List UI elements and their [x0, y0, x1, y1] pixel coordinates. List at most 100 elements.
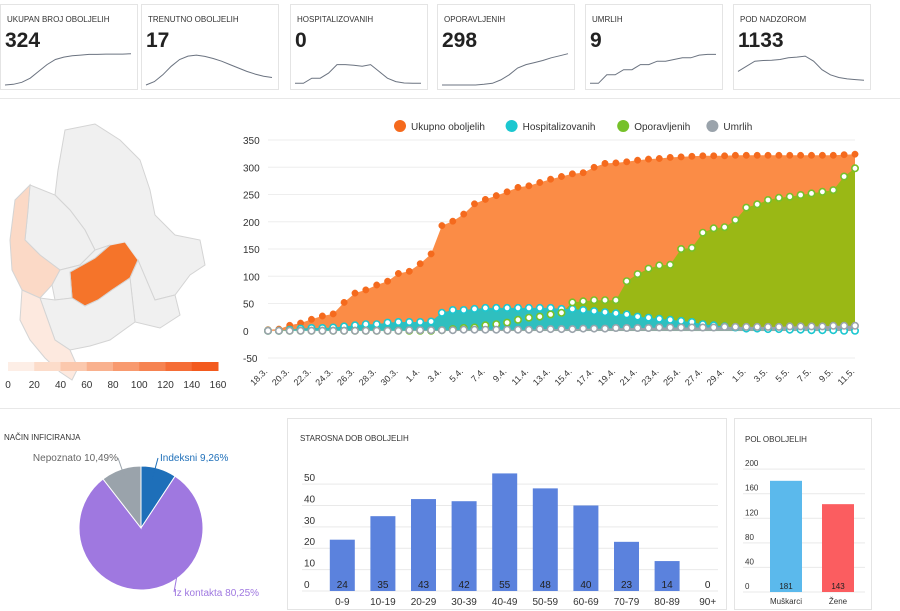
- data-point[interactable]: [677, 245, 686, 254]
- age-bar[interactable]: [654, 561, 680, 591]
- data-point[interactable]: [796, 322, 805, 331]
- data-point[interactable]: [808, 151, 815, 159]
- data-point[interactable]: [774, 322, 783, 331]
- data-point[interactable]: [285, 326, 294, 335]
- data-point[interactable]: [710, 152, 718, 160]
- data-point[interactable]: [698, 228, 707, 237]
- data-point[interactable]: [416, 260, 424, 268]
- data-point[interactable]: [600, 308, 609, 317]
- data-point[interactable]: [807, 189, 816, 198]
- data-point[interactable]: [372, 326, 381, 335]
- data-point[interactable]: [405, 326, 414, 335]
- data-point[interactable]: [405, 267, 413, 275]
- municipality-map[interactable]: 0 20 40 60 80 100 120 140 160: [0, 100, 230, 500]
- data-point[interactable]: [709, 224, 718, 233]
- data-point[interactable]: [459, 325, 468, 334]
- data-point[interactable]: [655, 323, 664, 332]
- data-point[interactable]: [633, 312, 642, 321]
- data-point[interactable]: [535, 325, 544, 334]
- data-point[interactable]: [568, 325, 577, 334]
- data-point[interactable]: [394, 270, 402, 277]
- data-point[interactable]: [416, 318, 425, 327]
- data-point[interactable]: [470, 304, 479, 313]
- data-point[interactable]: [437, 326, 446, 335]
- data-point[interactable]: [742, 151, 750, 159]
- data-point[interactable]: [340, 326, 349, 335]
- data-point[interactable]: [438, 222, 446, 230]
- data-point[interactable]: [535, 312, 544, 321]
- data-point[interactable]: [503, 318, 512, 327]
- data-point[interactable]: [644, 324, 653, 333]
- data-point[interactable]: [579, 169, 587, 177]
- data-point[interactable]: [274, 326, 283, 335]
- data-point[interactable]: [753, 151, 761, 159]
- data-point[interactable]: [405, 318, 414, 327]
- data-point[interactable]: [622, 324, 631, 333]
- data-point[interactable]: [416, 326, 425, 335]
- data-point[interactable]: [568, 304, 577, 313]
- data-point[interactable]: [514, 183, 522, 191]
- data-point[interactable]: [753, 200, 762, 209]
- data-point[interactable]: [361, 326, 370, 335]
- data-point[interactable]: [622, 310, 631, 319]
- data-point[interactable]: [829, 151, 837, 159]
- data-point[interactable]: [492, 303, 501, 312]
- data-point[interactable]: [698, 323, 707, 332]
- data-point[interactable]: [513, 315, 522, 324]
- kpi-card[interactable]: HOSPITALIZOVANIH 0: [290, 4, 428, 90]
- data-point[interactable]: [558, 173, 565, 180]
- data-point[interactable]: [612, 159, 620, 167]
- data-point[interactable]: [850, 164, 859, 173]
- data-point[interactable]: [448, 306, 457, 315]
- infection-pie[interactable]: Indeksni 9,26% Iz kontakta 80,25% Nepoznat…: [0, 420, 283, 610]
- data-point[interactable]: [481, 195, 489, 203]
- data-point[interactable]: [797, 151, 805, 159]
- data-point[interactable]: [503, 325, 512, 334]
- gender-bar[interactable]: [770, 480, 802, 592]
- data-point[interactable]: [644, 264, 653, 273]
- data-point[interactable]: [840, 321, 849, 330]
- data-point[interactable]: [318, 312, 326, 320]
- data-point[interactable]: [731, 151, 739, 159]
- data-point[interactable]: [481, 325, 490, 334]
- gender-bar-chart[interactable]: 0 40 80 120 160 200 181 Muškarci 143 Žene: [735, 419, 873, 611]
- pie-slice[interactable]: [78, 475, 204, 591]
- data-point[interactable]: [503, 188, 511, 196]
- data-point[interactable]: [590, 307, 599, 316]
- data-point[interactable]: [546, 325, 555, 334]
- data-point[interactable]: [731, 322, 740, 331]
- data-point[interactable]: [568, 170, 576, 178]
- cases-chart[interactable]: Ukupno oboljelih Hospitalizovanih Oporavlj…: [230, 108, 860, 398]
- data-point[interactable]: [633, 270, 642, 279]
- data-point[interactable]: [394, 318, 403, 327]
- data-point[interactable]: [318, 326, 327, 335]
- data-point[interactable]: [655, 314, 664, 323]
- age-bar-chart[interactable]: 0 10 20 30 40 50 24 0-9 35 10-19 43 20-29 42 30-39 55 4…: [288, 419, 728, 611]
- data-point[interactable]: [460, 210, 468, 218]
- pie-slice[interactable]: [102, 465, 142, 530]
- data-point[interactable]: [459, 306, 468, 315]
- kpi-card[interactable]: UKUPAN BROJ OBOLJELIH 324: [0, 4, 138, 90]
- data-point[interactable]: [622, 277, 631, 286]
- data-point[interactable]: [840, 151, 848, 159]
- data-point[interactable]: [666, 153, 674, 161]
- kpi-card[interactable]: OPORAVLJENIH 298: [437, 4, 575, 90]
- map-region-coast[interactable]: [19, 289, 79, 381]
- kpi-card[interactable]: UMRLIH 9: [585, 4, 723, 90]
- data-point[interactable]: [492, 325, 501, 334]
- data-point[interactable]: [557, 308, 566, 317]
- data-point[interactable]: [677, 323, 686, 332]
- data-point[interactable]: [763, 196, 772, 205]
- data-point[interactable]: [644, 313, 653, 322]
- data-point[interactable]: [829, 186, 838, 195]
- data-point[interactable]: [449, 217, 457, 225]
- data-point[interactable]: [481, 303, 490, 312]
- data-point[interactable]: [677, 153, 685, 161]
- data-point[interactable]: [634, 156, 642, 164]
- data-point[interactable]: [590, 296, 599, 305]
- data-point[interactable]: [427, 250, 435, 258]
- data-point[interactable]: [568, 298, 577, 307]
- data-point[interactable]: [645, 155, 652, 163]
- data-point[interactable]: [601, 159, 609, 167]
- data-point[interactable]: [785, 322, 794, 331]
